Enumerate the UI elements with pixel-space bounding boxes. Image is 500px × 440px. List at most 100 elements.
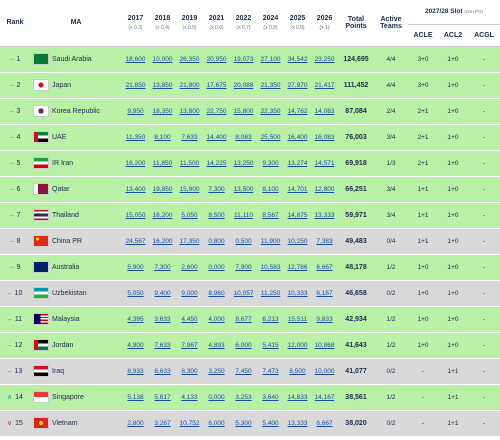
column-header: Active Teams <box>374 0 409 47</box>
total-points: 69,918 <box>338 150 375 177</box>
flag-cell <box>30 124 52 151</box>
season-points: 10,752 <box>176 410 204 437</box>
slot-cell: 2+1 <box>408 98 439 125</box>
slot-cell: - <box>468 72 500 99</box>
active-teams: 1/2 <box>374 254 409 281</box>
rank-change: – <box>7 315 12 323</box>
season-points: 19,073 <box>230 46 258 73</box>
season-points: 7,473 <box>257 358 285 385</box>
header-label: Rank <box>6 19 24 27</box>
rank-number: 4 <box>16 133 21 141</box>
flag-icon <box>33 79 49 91</box>
total-points: 46,658 <box>338 280 375 307</box>
column-header: Rank <box>0 0 30 47</box>
season-points: 8,567 <box>257 202 285 229</box>
season-points: 16,200 <box>149 228 177 255</box>
rank-change: – <box>9 107 14 115</box>
season-points: 8,100 <box>149 124 177 151</box>
season-points: 3,250 <box>203 358 231 385</box>
season-points: 0,000 <box>203 254 231 281</box>
slot-cell: 1+0 <box>408 306 439 333</box>
header-row: ACLE ACL2 ACGL <box>0 24 500 47</box>
season-points: 10,057 <box>230 280 258 307</box>
active-teams: 4/4 <box>374 72 409 99</box>
flag-icon <box>33 417 49 429</box>
active-teams: 0/2 <box>374 410 409 437</box>
slot-cell: - <box>468 280 500 307</box>
active-teams: 0/2 <box>374 280 409 307</box>
season-points: 0,800 <box>203 228 231 255</box>
slot-cell: 1+0 <box>438 228 469 255</box>
season-points: 22,750 <box>203 98 231 125</box>
slot-column-header: ACLE <box>408 24 439 47</box>
slot-cell: - <box>468 358 500 385</box>
season-points: 14,762 <box>284 98 312 125</box>
header-factor: (x 0.8) <box>263 24 278 31</box>
season-points: 8,083 <box>230 124 258 151</box>
season-points: 11,900 <box>257 228 285 255</box>
flag-cell <box>30 306 52 333</box>
rank-cell: –3 <box>0 98 30 125</box>
flag-cell <box>30 46 52 73</box>
slot-cell: 1+0 <box>438 46 469 73</box>
season-points: 8,933 <box>122 358 150 385</box>
total-points: 124,695 <box>338 46 375 73</box>
rank-cell: –6 <box>0 176 30 203</box>
season-points: 34,542 <box>284 46 312 73</box>
season-points: 5,415 <box>257 332 285 359</box>
season-points: 4,893 <box>203 332 231 359</box>
flag-cell <box>30 384 52 411</box>
ma-name: IR Iran <box>52 150 123 177</box>
total-points: 41,643 <box>338 332 375 359</box>
active-teams: 0/2 <box>374 358 409 385</box>
column-header: 2017 (x 0.3) <box>122 0 150 47</box>
season-points: 13,400 <box>122 176 150 203</box>
rank-number: 10 <box>14 289 23 297</box>
season-points: 4,395 <box>122 306 150 333</box>
column-header: 2018 (x 0.4) <box>149 0 177 47</box>
column-header: 2025 (x 0.9) <box>284 0 312 47</box>
season-points: 15,800 <box>230 98 258 125</box>
flag-icon <box>33 365 49 377</box>
header-factor: (x 0.6) <box>209 24 224 31</box>
total-points: 49,483 <box>338 228 375 255</box>
flag-icon <box>33 261 49 273</box>
slot-cell: 1+0 <box>408 254 439 281</box>
season-points: 10,333 <box>284 280 312 307</box>
flag-cell <box>30 280 52 307</box>
ma-name: Saudi Arabia <box>52 46 123 73</box>
active-teams: 1/2 <box>374 384 409 411</box>
rank-change: – <box>9 159 14 167</box>
active-teams: 3/4 <box>374 124 409 151</box>
column-header: 2019 (x 0.5) <box>176 0 204 47</box>
season-points: 7,450 <box>230 358 258 385</box>
season-points: 12,786 <box>284 254 312 281</box>
season-points: 0,000 <box>203 384 231 411</box>
ma-name: Jordan <box>52 332 123 359</box>
total-points: 59,971 <box>338 202 375 229</box>
season-points: 14,167 <box>311 384 339 411</box>
column-header: 2026 (x 1) <box>311 0 339 47</box>
table-row: –13 Iraq 8,933 8,633 8,300 3,250 7,450 7,473 8,5… <box>0 358 500 385</box>
season-points: 8,300 <box>176 358 204 385</box>
ma-name: Iraq <box>52 358 123 385</box>
season-points: 8,633 <box>149 358 177 385</box>
table-row: –3 Korea Republic 9,950 18,350 13,800 22,750 1… <box>0 98 500 125</box>
season-points: 15,511 <box>284 306 312 333</box>
season-points: 7,633 <box>176 124 204 151</box>
rank-number: 5 <box>16 159 21 167</box>
season-points: 18,600 <box>122 46 150 73</box>
season-points: 12,000 <box>284 332 312 359</box>
table-row: –8 China PR 24,567 16,200 17,350 0,800 0,500 11… <box>0 228 500 255</box>
header-factor: (x 0.5) <box>182 24 197 31</box>
season-points: 14,875 <box>284 202 312 229</box>
active-teams: 3/4 <box>374 202 409 229</box>
flag-icon <box>33 339 49 351</box>
season-points: 27,100 <box>257 46 285 73</box>
rank-cell: –2 <box>0 72 30 99</box>
season-points: 14,833 <box>284 384 312 411</box>
rank-cell: –13 <box>0 358 30 385</box>
season-points: 11,350 <box>122 124 150 151</box>
rank-cell: –12 <box>0 332 30 359</box>
season-points: 16,200 <box>122 150 150 177</box>
